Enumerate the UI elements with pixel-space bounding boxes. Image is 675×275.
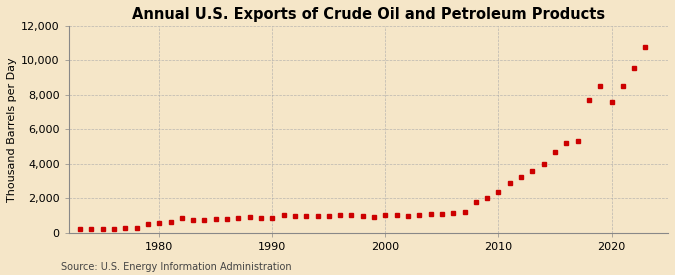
Y-axis label: Thousand Barrels per Day: Thousand Barrels per Day <box>7 57 17 202</box>
Title: Annual U.S. Exports of Crude Oil and Petroleum Products: Annual U.S. Exports of Crude Oil and Pet… <box>132 7 605 22</box>
Text: Source: U.S. Energy Information Administration: Source: U.S. Energy Information Administ… <box>61 262 292 272</box>
